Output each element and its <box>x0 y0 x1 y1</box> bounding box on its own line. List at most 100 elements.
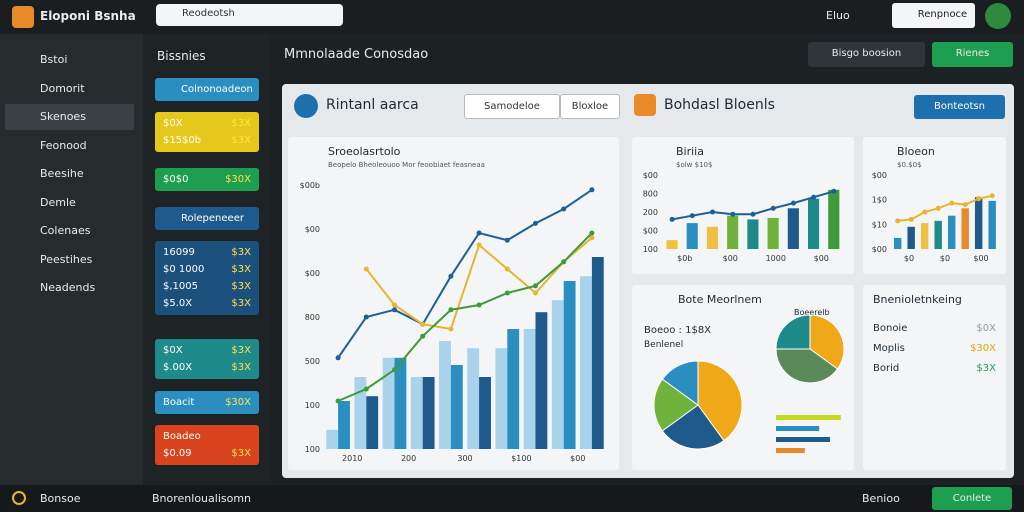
x-tick-label: $00 <box>973 254 988 263</box>
footer-button[interactable]: Conlete <box>932 487 1012 510</box>
card-value: $3X <box>231 345 251 356</box>
nav-item[interactable]: Peestihes <box>40 252 93 266</box>
list-label: Moplis <box>873 343 905 354</box>
bar <box>920 223 929 249</box>
top-bar: Eloponi Bsnha Reodeotsh Eluo Renpnoce <box>0 0 1024 34</box>
pie-slice <box>775 348 839 384</box>
tab[interactable]: Bloxloe <box>560 94 620 119</box>
x-tick-label: 2010 <box>342 454 362 463</box>
bar <box>974 197 983 249</box>
bar <box>422 377 435 449</box>
card-value: $5.0X <box>163 298 193 309</box>
bar <box>961 208 969 249</box>
line-point <box>392 302 397 308</box>
chart-title: Bloeon <box>897 145 935 158</box>
nav-item[interactable]: Domorit <box>40 81 85 95</box>
card-value: $3X <box>231 135 251 146</box>
nav-item[interactable]: Demle <box>40 195 76 209</box>
sidebar: Bstoi Domorit Skenoes Feonood Beesihe Demle Co… <box>0 34 143 485</box>
line-point <box>935 205 941 211</box>
section-title: Rintanl aarca <box>326 97 419 113</box>
list-value: $30X <box>970 343 996 354</box>
panel-card: $0$0 $30X <box>155 168 259 191</box>
pie-title: Bote Meorlnem <box>678 293 762 306</box>
card-row: Boacit $30X <box>163 394 251 411</box>
bar <box>580 276 592 449</box>
export-button[interactable]: Bonteotsn <box>914 95 1005 119</box>
line-point <box>533 290 538 296</box>
chart-card: Bloeon $0.$0$ $00 $10 1$0 $00 $0 $0 $00 <box>863 137 1006 274</box>
card-row: $0.09 $3X <box>163 445 251 462</box>
x-tick-label: $00 <box>570 454 585 463</box>
card-value: Boacit <box>163 397 195 408</box>
x-tick-label: $0b <box>677 254 692 263</box>
h-bar <box>776 448 805 453</box>
bar <box>479 377 491 449</box>
line-point <box>504 290 510 296</box>
card-value: $3X <box>231 298 251 309</box>
pie-slice <box>775 314 811 350</box>
card-value: $3X <box>231 247 251 258</box>
line-point <box>533 283 538 289</box>
card-value: $.00X <box>163 362 193 373</box>
list-card: Bnenioletnkeing Bonoie $0X Moplis $30X Borid… <box>863 285 1006 470</box>
line-point <box>335 398 341 404</box>
nav-item[interactable]: Neadends <box>40 281 96 294</box>
card-row: 16099 $3X <box>163 244 251 261</box>
chart-subtitle: $olw $10$ <box>676 161 712 169</box>
top-button[interactable]: Renpnoce <box>892 3 975 28</box>
line-point <box>561 259 567 265</box>
filter-button[interactable]: Bisgo boosion <box>808 42 925 67</box>
card-value: $0$0 <box>163 174 189 185</box>
avatar[interactable] <box>985 3 1011 29</box>
card-row: $0$0 $30X <box>163 171 251 188</box>
y-tick-label: $00b <box>300 181 320 190</box>
user-label: Eluo <box>826 9 850 22</box>
nav-item[interactable]: Skenoes <box>5 104 134 130</box>
card-value: $0X <box>163 345 183 356</box>
pie-slice <box>653 378 699 432</box>
x-tick-label: 1000 <box>766 254 786 263</box>
card-row: Boadeo <box>163 428 251 445</box>
list-row: Borid $3X <box>873 360 996 380</box>
search-box[interactable]: Reodeotsh <box>156 4 343 26</box>
line-point <box>689 213 695 219</box>
card-value: $3X <box>231 281 251 292</box>
line-point <box>476 302 482 308</box>
y-tick-label: $00 <box>305 269 320 278</box>
card-row: $0X $3X <box>163 342 251 359</box>
bar <box>947 215 956 249</box>
action-button[interactable]: Rienes <box>932 42 1013 67</box>
nav-item[interactable]: Feonood <box>40 138 87 152</box>
y-tick-label: 800 <box>305 313 320 322</box>
pie-slice <box>661 360 699 406</box>
section-icon <box>634 94 656 116</box>
list-label: Borid <box>873 363 900 374</box>
line-point <box>504 266 510 272</box>
card-value: $,1005 <box>163 281 198 292</box>
card-row: $5.0X $3X <box>163 295 251 312</box>
pie-slice <box>809 314 845 370</box>
tab[interactable]: Samodeloe <box>464 94 560 119</box>
nav-item[interactable]: Beesihe <box>40 167 84 180</box>
y-tick-label: 1$0 <box>872 196 887 205</box>
panel-card: 16099 $3X $0 1000 $3X $,1005 $3X $5.0X $3X <box>155 241 259 315</box>
small-chart: Biriia $olw $10$ 100 $00 200 800 $00 $0b $00 1000… <box>643 145 840 263</box>
card-value: $30X <box>225 397 251 408</box>
y-tick-label: 800 <box>643 190 658 199</box>
chart-card: Sroeolasrtolo Beopelo Bheoleouoo Mor feoo… <box>288 137 619 470</box>
card-value: 16099 <box>163 247 195 258</box>
line-series <box>337 232 593 402</box>
bar <box>727 215 739 249</box>
y-tick-label: $00 <box>643 227 658 236</box>
y-tick-label: $00 <box>643 171 658 180</box>
brand: Eloponi Bsnha <box>40 9 136 23</box>
bar <box>893 237 902 249</box>
nav-item[interactable]: Bstoi <box>40 53 68 66</box>
card-label: Rolepeneeer <box>181 213 244 224</box>
nav-item[interactable]: Colenaes <box>40 224 91 237</box>
bar <box>907 226 915 249</box>
pie-chart: Bote Meorlnem Boeoo : 1$8X Benlenel Boeerel… <box>644 293 845 453</box>
panel-card: Boadeo $0.09 $3X <box>155 425 259 465</box>
